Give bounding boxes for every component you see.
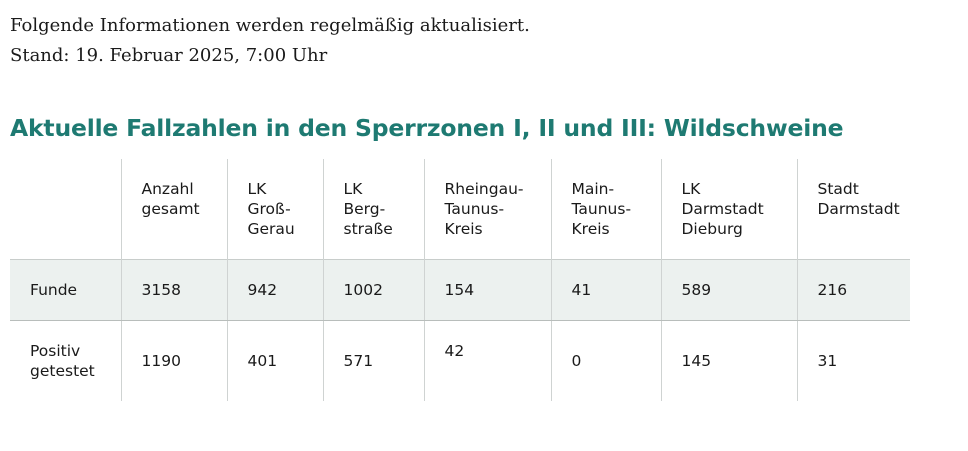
section-title: Aktuelle Fallzahlen in den Sperrzonen I,… xyxy=(10,114,844,142)
header-bergstrasse: LK Berg- straße xyxy=(322,159,424,259)
table-row-funde: Funde 3158 942 1002 154 41 589 216 xyxy=(10,258,910,321)
table-header-row: Anzahl gesamt LK Groß- Gerau LK Berg- st… xyxy=(10,159,910,259)
header-darmstadt-dieburg: LK Darmstadt Dieburg xyxy=(660,159,797,259)
header-main-taunus: Main- Taunus- Kreis xyxy=(550,159,661,259)
header-total: Anzahl gesamt xyxy=(120,159,227,259)
cell-funde-gross-gerau: 942 xyxy=(226,258,323,321)
cell-positiv-stadt-darmstadt: 31 xyxy=(796,320,910,401)
header-gross-gerau: LK Groß- Gerau xyxy=(226,159,323,259)
cell-positiv-gross-gerau: 401 xyxy=(226,320,323,401)
cell-positiv-darmstadt-dieburg: 145 xyxy=(660,320,797,401)
cell-positiv-rheingau-taunus: 42 xyxy=(423,320,551,401)
cell-funde-stadt-darmstadt: 216 xyxy=(796,258,910,321)
cell-positiv-total: 1190 xyxy=(120,320,227,401)
case-numbers-table: Anzahl gesamt LK Groß- Gerau LK Berg- st… xyxy=(10,159,910,401)
row-label-positiv: Positiv getestet xyxy=(30,341,95,380)
table-container: Anzahl gesamt LK Groß- Gerau LK Berg- st… xyxy=(10,159,968,401)
cell-funde-rheingau-taunus: 154 xyxy=(423,258,551,321)
intro-text: Folgende Informationen werden regelmäßig… xyxy=(10,11,530,71)
header-empty xyxy=(10,159,121,259)
header-stadt-darmstadt: Stadt Darmstadt xyxy=(796,159,910,259)
cell-positiv-bergstrasse: 571 xyxy=(322,320,424,401)
cell-funde-main-taunus: 41 xyxy=(550,258,661,321)
table-row-positiv: Positiv getestet 1190 401 571 42 0 145 3… xyxy=(10,320,910,401)
cell-funde-bergstrasse: 1002 xyxy=(322,258,424,321)
cell-positiv-main-taunus: 0 xyxy=(550,320,661,401)
cell-funde-total: 3158 xyxy=(120,258,227,321)
row-label-funde: Funde xyxy=(10,258,121,321)
cell-funde-darmstadt-dieburg: 589 xyxy=(660,258,797,321)
header-rheingau-taunus: Rheingau- Taunus- Kreis xyxy=(423,159,551,259)
status-date: Stand: 19. Februar 2025, 7:00 Uhr xyxy=(10,45,328,66)
update-notice: Folgende Informationen werden regelmäßig… xyxy=(10,15,530,36)
